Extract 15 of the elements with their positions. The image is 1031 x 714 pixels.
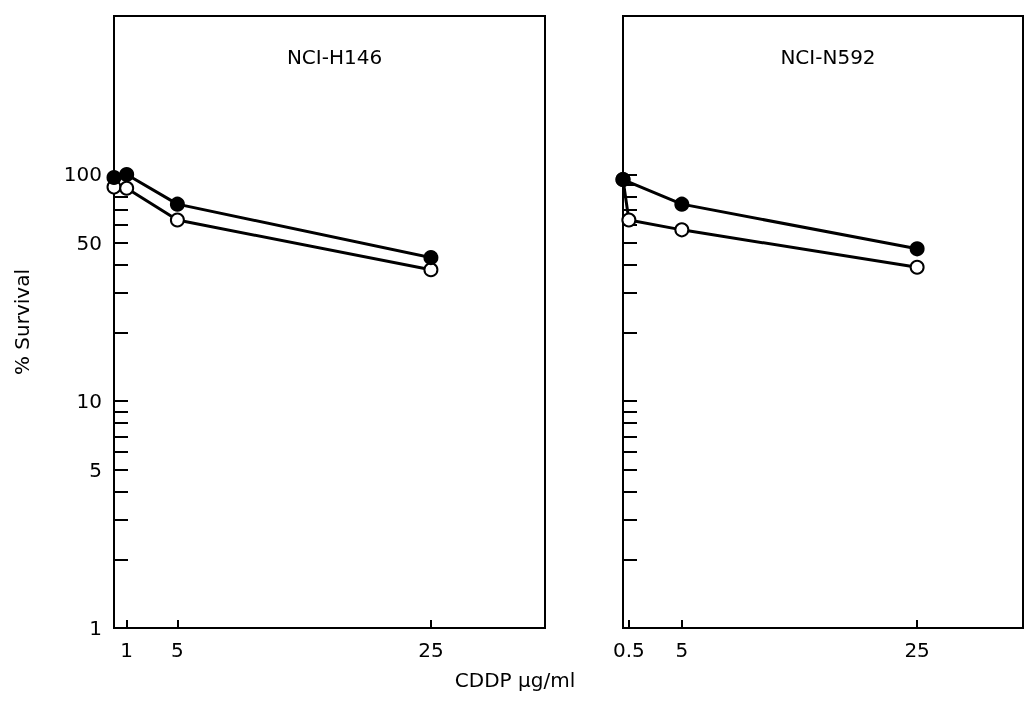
text: NCI-H146 [286,45,383,69]
y-tick-label: 50 [76,230,102,255]
x-tick-label: 25 [904,638,930,662]
x-axis-title: CDDP μg/ml [454,668,576,692]
y-tick-label: 5 [89,457,102,482]
y-tick-label: 100 [63,162,102,187]
x-tick-label: 25 [418,638,444,662]
text: NCI-N592 [780,45,876,69]
x-tick-label: 1 [120,638,134,662]
y-tick-label: 1 [89,616,102,640]
x-tick-label: 5 [171,638,184,662]
x-tick-label: 0.5 [612,638,645,662]
x-tick-label: 5 [675,638,689,662]
y-tick-label: 10 [76,389,102,414]
y-axis-title: % Survival [10,269,34,375]
